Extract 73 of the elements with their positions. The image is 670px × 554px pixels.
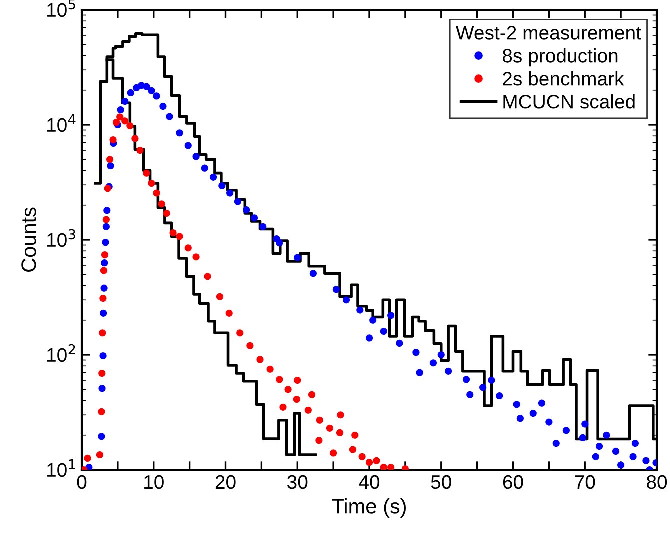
point: [170, 229, 177, 237]
x-tick-label: 0: [77, 475, 87, 490]
point: [337, 412, 344, 419]
point: [330, 450, 338, 457]
point: [336, 429, 344, 436]
point: [349, 446, 357, 454]
y-tick-label: 10$^{1}$: [48, 460, 76, 478]
point: [256, 356, 264, 364]
point: [98, 408, 106, 416]
point: [112, 119, 120, 126]
legend-label: MCUCN scaled: [504, 94, 635, 109]
legend-title: West-2 measurement: [456, 26, 642, 40]
point: [148, 180, 156, 188]
y-tick-label: 10$^{2}$: [48, 344, 76, 362]
point: [158, 200, 166, 208]
point: [163, 210, 170, 218]
point: [326, 424, 334, 432]
point: [101, 252, 109, 259]
point: [358, 453, 366, 460]
x-tick-label: 80: [647, 475, 668, 490]
point: [106, 156, 114, 164]
y-tick-label: 10$^{3}$: [48, 229, 76, 248]
point: [280, 404, 287, 411]
point: [266, 366, 274, 373]
point: [204, 273, 212, 280]
point: [352, 432, 359, 439]
point: [308, 391, 316, 398]
point: [380, 464, 388, 470]
point: [192, 254, 200, 261]
point: [96, 451, 104, 459]
x-tick-label: 20: [216, 475, 236, 490]
point: [246, 342, 254, 350]
point: [388, 464, 395, 470]
point: [176, 233, 184, 240]
point: [216, 293, 224, 300]
point: [236, 330, 244, 337]
x-tick-label: 30: [288, 475, 308, 490]
x-tick-label: 60: [503, 475, 524, 490]
x-tick-label: 50: [431, 475, 452, 490]
point: [84, 454, 92, 462]
y-tick-label: 10$^{4}$: [48, 114, 76, 132]
point: [293, 396, 300, 404]
y-axis-title: Counts: [22, 208, 36, 272]
point: [276, 376, 284, 384]
x-tick-label: 40: [359, 475, 380, 490]
point: [122, 118, 129, 125]
x-tick-label: 70: [575, 475, 596, 490]
point: [373, 457, 380, 464]
point: [126, 122, 134, 130]
legend-label: 2s benchmark: [503, 72, 624, 86]
legend-label: 8s production: [502, 48, 618, 67]
point: [316, 437, 323, 444]
point: [110, 136, 117, 144]
point: [316, 416, 324, 424]
point: [294, 376, 302, 384]
point: [100, 267, 108, 274]
point: [226, 310, 233, 317]
point: [102, 216, 110, 224]
point: [136, 146, 144, 154]
x-tick-label: 10: [144, 475, 164, 490]
point: [98, 370, 106, 378]
point: [153, 190, 160, 197]
point: [99, 330, 106, 337]
y-tick-label: 10$^{5}$: [48, 0, 76, 18]
point: [116, 114, 124, 121]
point: [132, 135, 139, 142]
point: [100, 294, 107, 302]
point: [304, 406, 312, 414]
x-axis-title: Time (s): [332, 498, 406, 518]
point: [284, 386, 292, 394]
point: [366, 459, 374, 466]
point: [184, 244, 192, 252]
point: [143, 170, 150, 177]
